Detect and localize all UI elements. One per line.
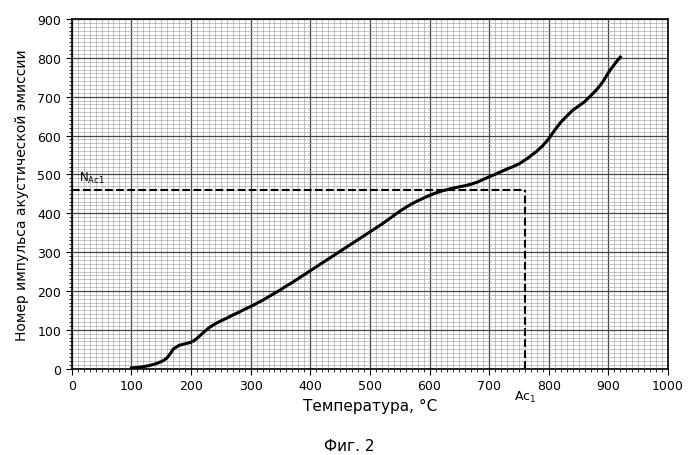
X-axis label: Температура, °C: Температура, °C (303, 398, 437, 413)
Y-axis label: Номер импульса акустической эмиссии: Номер импульса акустической эмиссии (15, 49, 29, 340)
Text: N$_{\mathregular{Ac1}}$: N$_{\mathregular{Ac1}}$ (79, 171, 104, 186)
Text: Ac$_1$: Ac$_1$ (514, 389, 536, 404)
Text: Фиг. 2: Фиг. 2 (324, 439, 375, 454)
